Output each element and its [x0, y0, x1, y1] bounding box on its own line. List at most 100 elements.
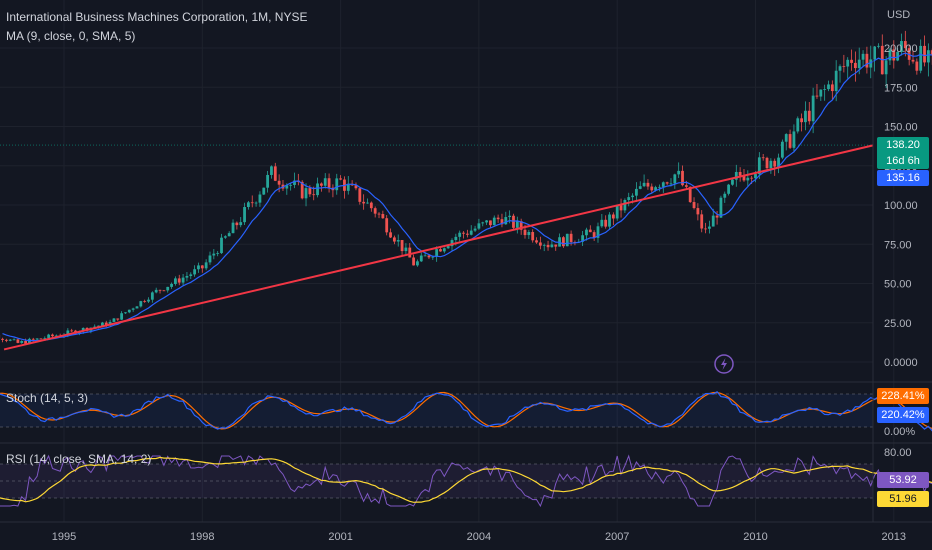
candle-body [827, 84, 830, 90]
candle-body [784, 134, 788, 142]
candle-body [504, 217, 508, 225]
price-pane[interactable] [0, 0, 932, 522]
stoch-legend[interactable]: Stoch (14, 5, 3) [6, 391, 88, 405]
candle-body [462, 232, 465, 234]
candle-body [435, 249, 439, 257]
candle-body [569, 233, 573, 242]
candle-body [903, 41, 907, 49]
candle-body [738, 171, 742, 176]
candle-body [39, 338, 43, 340]
candle-body [412, 257, 415, 266]
rsi-pane[interactable] [0, 454, 932, 508]
candle-body [35, 338, 39, 340]
candle-body [400, 240, 404, 252]
candle-body [692, 202, 696, 209]
last-price-tag: 138.20 [877, 137, 929, 153]
candle-body [911, 59, 915, 62]
price-axis[interactable]: 200.00175.00150.00125.00100.0075.0050.00… [884, 43, 918, 369]
candle-body [604, 219, 608, 227]
candle-body [777, 157, 780, 167]
candle-body [54, 335, 58, 337]
candle-body [861, 53, 865, 60]
ma-price-tag: 135.16 [877, 170, 929, 186]
candle-body [700, 214, 704, 229]
lightning-icon[interactable] [714, 354, 734, 374]
candle-body [97, 325, 100, 327]
candle-body [197, 265, 200, 270]
rsi-legend[interactable]: RSI (14, close, SMA, 14, 2) [6, 452, 151, 466]
price-tick-label: 0.0000 [884, 357, 918, 369]
candle-body [262, 187, 266, 195]
candle-body [427, 255, 431, 258]
candle-body [619, 204, 623, 211]
candle-body [715, 215, 719, 218]
candle-body [323, 178, 327, 186]
candle-body [800, 118, 803, 123]
candle-body [200, 265, 204, 269]
candle-body [665, 182, 669, 184]
rsi-band [0, 464, 873, 498]
candle-body [116, 318, 120, 320]
candle-body [177, 278, 181, 283]
candle-body [850, 59, 853, 63]
candle-body [101, 322, 104, 326]
candle-body [838, 66, 842, 71]
candle-body [492, 217, 496, 226]
price-tick-label: 150.00 [884, 122, 918, 134]
candle-body [919, 45, 923, 71]
rsi-axis-label: 80.00 [884, 447, 912, 459]
candle-body [608, 214, 611, 227]
candle-body [815, 95, 819, 97]
ma-label: MA (9, close, 0, SMA, 5) [6, 29, 136, 43]
candle-body [396, 240, 400, 242]
candle-body [104, 322, 108, 326]
candle-body [127, 309, 131, 313]
pane-separators [0, 0, 932, 523]
candle-body [588, 229, 592, 233]
candle-body [174, 278, 177, 284]
candle-body [81, 327, 85, 332]
candle-body [565, 233, 569, 247]
candle-body [846, 59, 850, 67]
candle-body [842, 66, 846, 68]
candle-body [20, 341, 24, 343]
time-tick-label: 2007 [605, 531, 629, 543]
candle-body [439, 249, 442, 252]
candle-body [869, 59, 873, 68]
ma-legend[interactable]: MA (9, close, 0, SMA, 5) [6, 29, 135, 43]
candle-body [166, 286, 170, 291]
candle-body [285, 185, 289, 189]
candle-body [615, 204, 619, 219]
candle-body [143, 301, 147, 302]
candle-body [542, 244, 546, 246]
candle-body [404, 247, 408, 252]
candle-body [600, 219, 604, 227]
candle-body [734, 171, 738, 180]
candle-body [688, 186, 692, 203]
candle-body [139, 301, 143, 307]
candle-body [227, 233, 231, 237]
candle-body [392, 237, 396, 242]
candle-body [727, 184, 731, 194]
candle-body [131, 308, 135, 310]
candle-body [204, 262, 208, 269]
time-tick-label: 2010 [743, 531, 767, 543]
candle-body [120, 313, 124, 320]
stoch-pane[interactable] [0, 391, 932, 432]
candle-body [170, 283, 173, 287]
candle-body [888, 49, 892, 61]
candle-body [696, 208, 700, 215]
price-tick-label: 75.00 [884, 239, 912, 251]
candle-body [723, 193, 727, 198]
candle-body [385, 218, 389, 233]
candle-body [892, 49, 896, 61]
chart-title: International Business Machines Corporat… [6, 10, 307, 24]
time-axis[interactable]: 1995199820012004200720102013201620192022… [52, 531, 932, 543]
candle-body [804, 110, 807, 123]
candle-body [515, 221, 519, 228]
candle-body [327, 178, 331, 188]
candle-body [250, 202, 254, 204]
candle-body [711, 215, 715, 227]
candle-body [746, 177, 750, 181]
